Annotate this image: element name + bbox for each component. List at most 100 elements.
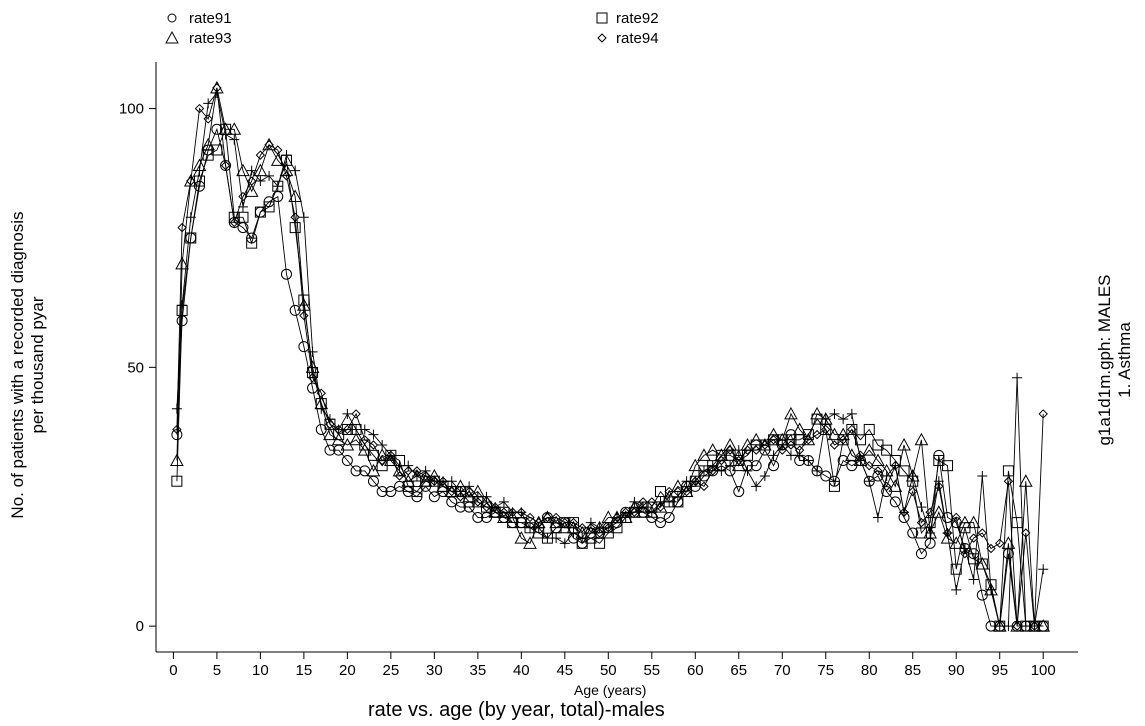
data-point: [994, 621, 1005, 632]
x-tick-label: 15: [296, 662, 313, 679]
data-point: [672, 491, 683, 502]
data-point: [305, 360, 320, 373]
data-point: [438, 476, 449, 487]
data-point: [368, 440, 379, 450]
data-point: [351, 409, 361, 419]
x-tick-label: 35: [469, 662, 486, 679]
data-point: [255, 150, 266, 160]
data-point: [838, 435, 848, 445]
legend-marker-rate92: [596, 12, 608, 24]
data-point: [612, 512, 622, 523]
data-point: [705, 443, 720, 456]
data-point: [1038, 564, 1049, 575]
data-point: [914, 432, 929, 446]
data-point: [384, 453, 398, 467]
data-point: [1021, 528, 1031, 538]
data-point: [220, 160, 232, 172]
legend-marker-rate93: [165, 30, 179, 44]
data-point: [411, 486, 423, 498]
series-line: [176, 129, 1044, 627]
x-tick-label: 75: [817, 662, 834, 679]
data-point: [341, 455, 353, 467]
data-point: [359, 424, 370, 435]
data-point: [394, 460, 405, 471]
data-point: [507, 507, 518, 518]
series-series-4: [171, 88, 1049, 632]
data-point: [481, 502, 492, 512]
data-point: [890, 460, 901, 471]
data-point: [889, 496, 901, 508]
data-point: [855, 455, 866, 466]
data-point: [768, 435, 779, 445]
data-point: [186, 176, 196, 186]
data-point: [1003, 621, 1014, 632]
data-point: [647, 497, 657, 507]
data-point: [377, 455, 387, 466]
data-point: [542, 533, 553, 544]
plot-area: [170, 80, 1051, 632]
data-point: [568, 517, 579, 528]
data-point: [681, 486, 692, 497]
data-point: [246, 176, 257, 186]
data-point: [949, 536, 964, 549]
series-rate91: [171, 123, 1049, 632]
data-point: [497, 510, 511, 523]
data-point: [864, 460, 874, 471]
x-tick-label: 90: [948, 662, 965, 679]
data-point: [750, 460, 762, 472]
data-point: [253, 163, 268, 177]
data-point: [177, 222, 187, 233]
data-point: [942, 460, 954, 472]
data-point: [629, 507, 640, 517]
data-point: [968, 574, 979, 585]
data-point: [846, 423, 858, 435]
x-tick-label: 60: [687, 662, 704, 679]
data-point: [551, 533, 562, 544]
data-point: [966, 515, 981, 529]
data-point: [436, 479, 450, 492]
data-point: [1003, 476, 1014, 486]
x-tick-label: 100: [1031, 662, 1056, 679]
data-point: [299, 310, 309, 321]
data-point: [786, 440, 796, 450]
data-point: [324, 414, 335, 425]
data-point: [794, 450, 805, 461]
y-axis-label-line2: per thousand pyar: [28, 296, 47, 434]
x-tick-label: 30: [426, 662, 443, 679]
data-point: [385, 486, 397, 498]
x-tick-label: 70: [774, 662, 791, 679]
data-point: [960, 548, 970, 559]
data-point: [690, 476, 701, 487]
data-point: [986, 584, 997, 595]
data-point: [171, 403, 182, 414]
data-point: [342, 424, 353, 435]
data-point: [171, 475, 183, 487]
legend-markers: [165, 12, 608, 44]
data-point: [707, 466, 718, 476]
data-point: [585, 517, 596, 528]
data-point: [220, 160, 231, 171]
data-point: [845, 448, 859, 461]
data-point: [264, 170, 275, 181]
data-point: [594, 537, 606, 549]
data-point: [298, 341, 310, 353]
data-point: [559, 538, 570, 549]
data-point: [827, 427, 842, 441]
data-point: [316, 403, 327, 414]
data-point: [203, 114, 213, 124]
data-point: [394, 471, 405, 481]
data-point: [968, 533, 979, 543]
data-point: [655, 496, 666, 507]
x-tick-label: 65: [730, 662, 747, 679]
data-point: [977, 471, 988, 482]
data-point: [455, 492, 466, 502]
data-point: [331, 432, 346, 446]
data-point: [934, 481, 944, 492]
data-point: [455, 486, 466, 497]
data-point: [958, 515, 972, 529]
data-point: [698, 465, 709, 476]
data-point: [821, 424, 831, 435]
legend-rate93: rate93: [189, 30, 232, 47]
data-point: [488, 505, 503, 518]
data-point: [360, 435, 370, 445]
